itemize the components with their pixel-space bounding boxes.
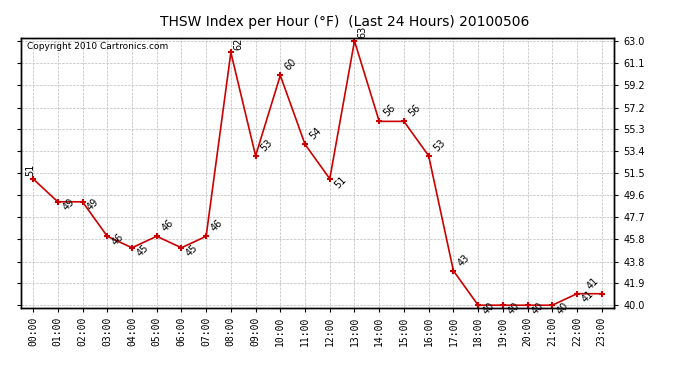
Text: 56: 56 bbox=[406, 103, 422, 118]
Text: 56: 56 bbox=[382, 103, 398, 118]
Text: 41: 41 bbox=[580, 289, 595, 305]
Text: 51: 51 bbox=[25, 164, 34, 176]
Text: 60: 60 bbox=[283, 57, 299, 73]
Text: 62: 62 bbox=[234, 37, 244, 50]
Text: 53: 53 bbox=[258, 137, 274, 153]
Text: 49: 49 bbox=[86, 197, 101, 213]
Text: 41: 41 bbox=[585, 275, 601, 291]
Text: 45: 45 bbox=[135, 243, 150, 259]
Text: 46: 46 bbox=[110, 232, 126, 248]
Text: 40: 40 bbox=[481, 301, 497, 316]
Text: 45: 45 bbox=[184, 243, 200, 259]
Text: THSW Index per Hour (°F)  (Last 24 Hours) 20100506: THSW Index per Hour (°F) (Last 24 Hours)… bbox=[160, 15, 530, 29]
Text: 43: 43 bbox=[456, 252, 472, 268]
Text: 53: 53 bbox=[431, 137, 447, 153]
Text: 40: 40 bbox=[531, 301, 546, 316]
Text: 46: 46 bbox=[209, 218, 225, 234]
Text: 63: 63 bbox=[357, 26, 367, 38]
Text: 40: 40 bbox=[555, 301, 571, 316]
Text: 54: 54 bbox=[308, 126, 324, 142]
Text: 49: 49 bbox=[61, 197, 77, 213]
Text: Copyright 2010 Cartronics.com: Copyright 2010 Cartronics.com bbox=[27, 42, 168, 51]
Text: 46: 46 bbox=[159, 218, 175, 234]
Text: 51: 51 bbox=[333, 174, 348, 190]
Text: 40: 40 bbox=[506, 301, 522, 316]
